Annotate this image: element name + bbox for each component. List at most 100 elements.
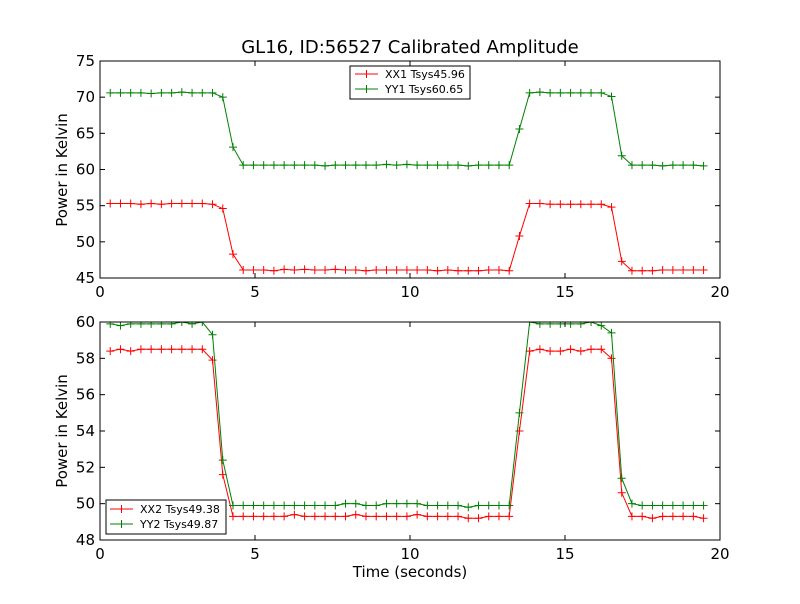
top-legend: XX1 Tsys45.96 YY1 Tsys60.65 bbox=[349, 65, 471, 100]
bottom-data-point-xx2 bbox=[208, 356, 217, 365]
top-data-point-xx1 bbox=[627, 266, 636, 275]
top-x-tick-label: 15 bbox=[555, 283, 574, 301]
top-x-tick-label: 20 bbox=[710, 283, 729, 301]
bottom-data-point-xx2 bbox=[423, 512, 432, 521]
bottom-data-point-xx2 bbox=[321, 512, 330, 521]
top-data-point-yy1 bbox=[433, 161, 442, 170]
top-data-point-yy1 bbox=[423, 161, 432, 170]
top-data-point-xx1 bbox=[208, 200, 217, 209]
top-data-point-yy1 bbox=[321, 161, 330, 170]
top-data-point-yy1 bbox=[126, 88, 135, 97]
top-legend-label-xx1: XX1 Tsys45.96 bbox=[385, 68, 465, 81]
bottom-x-tick-label: 10 bbox=[400, 545, 419, 563]
bottom-data-point-xx2 bbox=[607, 354, 616, 363]
bottom-legend: XX2 Tsys49.38 YY2 Tsys49.87 bbox=[105, 499, 227, 535]
bottom-data-point-yy2 bbox=[300, 501, 309, 510]
bottom-y-tick-label: 60 bbox=[76, 313, 95, 331]
top-data-point-yy1 bbox=[556, 88, 565, 97]
bottom-data-point-xx2 bbox=[157, 345, 166, 354]
top-legend-marker-yy1 bbox=[362, 85, 371, 93]
bottom-data-point-xx2 bbox=[587, 345, 596, 354]
top-data-point-xx1 bbox=[535, 199, 544, 208]
bottom-data-point-yy2 bbox=[515, 408, 524, 417]
top-data-point-yy1 bbox=[607, 92, 616, 101]
bottom-data-point-yy2 bbox=[627, 499, 636, 508]
top-data-point-yy1 bbox=[627, 161, 636, 170]
top-data-point-yy1 bbox=[218, 93, 227, 102]
top-data-point-xx1 bbox=[106, 199, 115, 208]
top-data-point-xx1 bbox=[617, 257, 626, 266]
top-data-point-xx1 bbox=[116, 199, 125, 208]
bottom-data-point-yy2 bbox=[617, 474, 626, 483]
top-data-point-xx1 bbox=[249, 266, 258, 275]
top-data-point-xx1 bbox=[331, 265, 340, 274]
bottom-data-point-yy2 bbox=[116, 322, 125, 330]
top-series-layer bbox=[106, 88, 708, 275]
bottom-x-tick-label: 5 bbox=[250, 545, 260, 563]
bottom-data-point-yy2 bbox=[658, 501, 667, 510]
bottom-data-point-xx2 bbox=[627, 512, 636, 521]
bottom-data-point-xx2 bbox=[566, 345, 575, 354]
top-data-point-yy1 bbox=[157, 88, 166, 97]
bottom-data-point-yy2 bbox=[525, 322, 534, 326]
bottom-y-tick-label: 56 bbox=[76, 386, 95, 404]
top-data-point-yy1 bbox=[525, 88, 534, 97]
top-data-point-yy1 bbox=[239, 161, 248, 170]
bottom-data-point-yy2 bbox=[351, 499, 360, 508]
bottom-data-point-xx2 bbox=[454, 512, 463, 521]
top-data-point-yy1 bbox=[699, 161, 708, 170]
top-data-point-xx1 bbox=[556, 200, 565, 209]
bottom-data-point-yy2 bbox=[464, 503, 473, 512]
top-data-point-xx1 bbox=[218, 204, 227, 213]
bottom-data-point-xx2 bbox=[361, 512, 370, 521]
top-data-point-xx1 bbox=[147, 199, 156, 208]
bottom-data-point-xx2 bbox=[198, 345, 207, 354]
top-data-point-yy1 bbox=[464, 161, 473, 170]
top-data-point-yy1 bbox=[515, 124, 524, 133]
top-data-point-xx1 bbox=[136, 200, 145, 209]
bottom-data-point-xx2 bbox=[218, 470, 227, 479]
bottom-data-point-xx2 bbox=[392, 512, 401, 521]
top-data-point-yy1 bbox=[361, 161, 370, 170]
top-data-point-yy1 bbox=[310, 161, 319, 170]
top-data-point-yy1 bbox=[689, 161, 698, 170]
top-data-point-xx1 bbox=[576, 200, 585, 209]
top-data-point-xx1 bbox=[597, 200, 606, 209]
bottom-data-point-yy2 bbox=[474, 501, 483, 510]
top-data-point-xx1 bbox=[177, 199, 186, 208]
top-data-point-xx1 bbox=[494, 266, 503, 275]
top-data-point-xx1 bbox=[157, 200, 166, 209]
bottom-data-point-xx2 bbox=[382, 512, 391, 521]
top-y-tick-label: 75 bbox=[76, 52, 95, 70]
bottom-data-point-yy2 bbox=[566, 322, 575, 328]
bottom-data-point-xx2 bbox=[177, 345, 186, 354]
top-data-point-yy1 bbox=[147, 89, 156, 98]
top-data-point-yy1 bbox=[658, 161, 667, 170]
bottom-data-point-xx2 bbox=[576, 347, 585, 356]
top-data-point-xx1 bbox=[382, 266, 391, 275]
top-data-point-yy1 bbox=[617, 151, 626, 160]
bottom-series-line-yy2 bbox=[110, 322, 704, 508]
top-data-point-yy1 bbox=[259, 161, 268, 170]
bottom-data-point-xx2 bbox=[106, 347, 115, 356]
top-legend-label-yy1: YY1 Tsys60.65 bbox=[384, 83, 463, 96]
bottom-data-point-yy2 bbox=[607, 328, 616, 337]
top-data-point-yy1 bbox=[597, 88, 606, 97]
top-data-point-yy1 bbox=[106, 88, 115, 97]
bottom-data-point-yy2 bbox=[198, 322, 207, 326]
top-data-point-yy1 bbox=[402, 160, 411, 169]
top-data-point-xx1 bbox=[484, 266, 493, 275]
bottom-data-point-yy2 bbox=[433, 501, 442, 510]
bottom-x-tick-label: 0 bbox=[95, 545, 105, 563]
chart-title: GL16, ID:56527 Calibrated Amplitude bbox=[241, 37, 579, 58]
top-data-point-yy1 bbox=[269, 161, 278, 170]
top-data-point-xx1 bbox=[679, 266, 688, 275]
bottom-data-point-yy2 bbox=[106, 322, 115, 328]
top-data-point-xx1 bbox=[269, 266, 278, 275]
top-series-line-xx1 bbox=[110, 202, 704, 272]
top-x-tick-label: 5 bbox=[250, 283, 260, 301]
top-data-point-yy1 bbox=[566, 88, 575, 97]
top-data-point-xx1 bbox=[402, 266, 411, 275]
